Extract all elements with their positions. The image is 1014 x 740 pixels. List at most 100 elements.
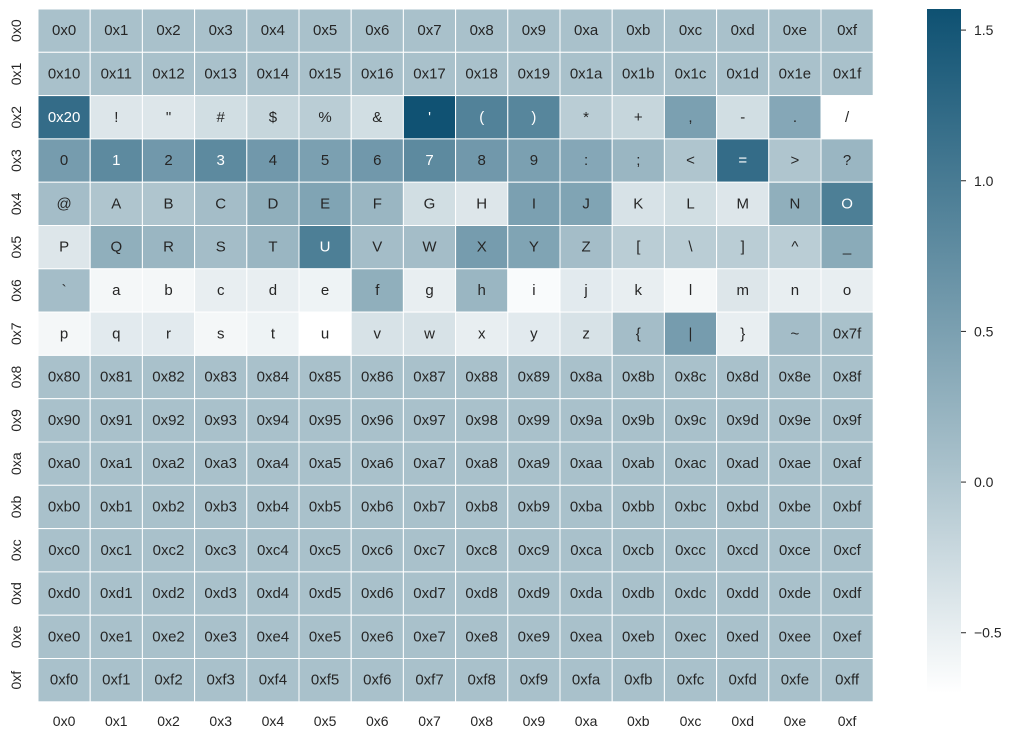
cell-label: 0xa5 [309, 455, 342, 472]
cell-label: 0xb7 [413, 498, 446, 515]
cell-label: 0xf1 [102, 672, 130, 689]
heatmap-cell [402, 484, 457, 530]
heatmap-cell [350, 138, 404, 183]
heatmap-cell [37, 528, 91, 573]
cell-label: 0x17 [413, 65, 446, 82]
cell-label: B [163, 195, 173, 212]
y-tick-label: 0xb [8, 495, 24, 518]
heatmap-cell [455, 658, 509, 703]
heatmap-cell [559, 95, 613, 140]
cell-label: m [736, 282, 749, 299]
heatmap-cell [663, 398, 718, 443]
cell-label: Y [529, 239, 539, 256]
x-tick-label: 0x5 [314, 713, 337, 729]
cell-label: 0xda [570, 585, 603, 602]
heatmap-cell [298, 51, 352, 97]
heatmap-cell [611, 484, 665, 530]
cell-label: o [843, 282, 851, 299]
heatmap-cell [350, 571, 404, 616]
cell-label: ] [741, 239, 745, 256]
heatmap-cell [768, 484, 822, 530]
heatmap-cell [402, 95, 457, 140]
cell-label: 0xbe [779, 498, 812, 515]
heatmap-cell [768, 528, 822, 573]
heatmap-cell [507, 484, 561, 530]
heatmap-cell [455, 528, 509, 573]
cell-label: 0xa2 [152, 455, 185, 472]
heatmap-cell [246, 311, 300, 356]
heatmap-cell [611, 354, 665, 400]
cell-label: 0xca [570, 542, 602, 559]
colorbar-tick-label: 0.5 [974, 323, 994, 339]
cell-label: 0x87 [413, 369, 446, 386]
cell-label: 0xa [574, 22, 599, 39]
heatmap-cell [350, 95, 404, 140]
cell-label: 0xea [570, 628, 603, 645]
heatmap-cell [507, 181, 561, 226]
heatmap-cell [768, 51, 822, 97]
heatmap-cell [141, 268, 196, 313]
cell-label: x [478, 325, 486, 342]
cell-label: 0xa0 [48, 455, 81, 472]
heatmap-cell [89, 354, 143, 400]
heatmap-cell [141, 8, 196, 53]
heatmap-cell [611, 441, 665, 486]
heatmap-cell [820, 658, 874, 703]
cell-label: 0xd7 [413, 585, 446, 602]
cell-label: 0xad [726, 455, 759, 472]
heatmap-cell [820, 268, 874, 313]
cell-label: 0xe3 [204, 628, 237, 645]
cell-label: 0x97 [413, 412, 446, 429]
heatmap-cell [37, 138, 91, 183]
heatmap-cell [716, 225, 770, 270]
cell-label: 0x0 [52, 22, 76, 39]
y-tick-label: 0xd [8, 582, 24, 605]
y-tick-label: 0x4 [8, 192, 24, 215]
cell-label: h [478, 282, 486, 299]
heatmap-cell [768, 138, 822, 183]
heatmap-cell [246, 398, 300, 443]
heatmap-cell [455, 225, 509, 270]
cell-label: J [582, 195, 590, 212]
heatmap-cell [663, 614, 718, 660]
cell-label: p [60, 325, 68, 342]
cell-label: 0x8 [470, 22, 494, 39]
heatmap-cell [350, 658, 404, 703]
heatmap-cell [194, 571, 248, 616]
heatmap-cell [350, 441, 404, 486]
cell-label: 0xf7 [415, 672, 443, 689]
x-tick-label: 0x1 [105, 713, 128, 729]
heatmap-cell [350, 311, 404, 356]
heatmap-cell [559, 51, 613, 97]
cell-label: 6 [373, 152, 381, 169]
cell-label: 0xfb [624, 672, 652, 689]
x-tick-label: 0xa [575, 713, 598, 729]
cell-label: 0x8e [779, 369, 812, 386]
heatmap-cell [559, 181, 613, 226]
cell-label: 0xb5 [309, 498, 342, 515]
cell-label: 0x1c [675, 65, 707, 82]
y-tick-label: 0xe [8, 625, 24, 648]
cell-label: 0x10 [48, 65, 81, 82]
heatmap-cell [298, 8, 352, 53]
cell-label: 0x84 [257, 369, 290, 386]
cell-label: 0xec [675, 628, 707, 645]
x-tick-label: 0x3 [209, 713, 232, 729]
cell-label: + [634, 109, 643, 126]
heatmap-cell [89, 181, 143, 226]
heatmap-cell [298, 441, 352, 486]
cell-label: , [688, 109, 692, 126]
heatmap-cell [611, 181, 665, 226]
cell-label: 0xd3 [204, 585, 237, 602]
cell-label: 0xeb [622, 628, 655, 645]
heatmap-cell [298, 484, 352, 530]
cell-label: A [111, 195, 121, 212]
cell-label: U [320, 239, 331, 256]
heatmap-cell [663, 441, 718, 486]
cell-label: \ [688, 239, 693, 256]
heatmap-cell [820, 441, 874, 486]
heatmap-cell [194, 484, 248, 530]
heatmap-cell [820, 311, 874, 356]
cell-label: 0x85 [309, 369, 342, 386]
y-tick-label: 0x9 [8, 409, 24, 432]
